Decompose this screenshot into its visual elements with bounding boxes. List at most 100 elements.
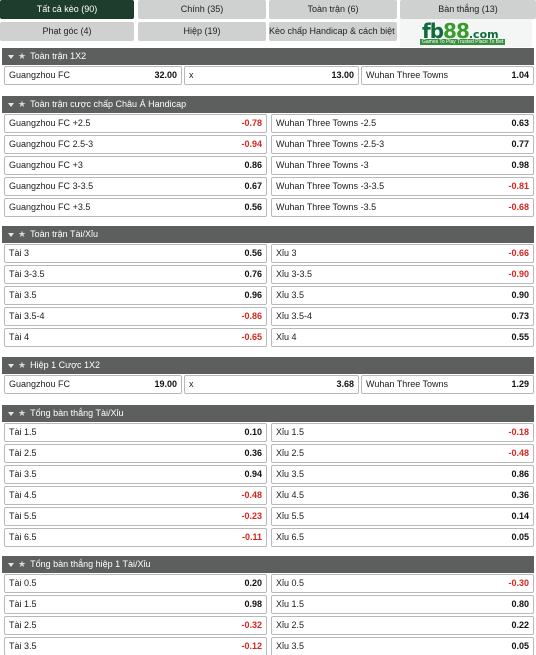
odds-cell[interactable]: Tài 3-3.5 0.76 — [4, 265, 267, 284]
star-icon[interactable]: ★ — [18, 408, 27, 418]
caret-down-icon[interactable] — [8, 363, 14, 368]
section-header[interactable]: ★ Tổng bàn thắng Tài/Xỉu — [2, 405, 534, 422]
odds-cell[interactable]: Wuhan Three Towns 1.29 — [361, 375, 534, 394]
odds-cell[interactable]: Tài 3.5 0.94 — [4, 465, 267, 484]
odds-value: 0.98 — [244, 599, 262, 609]
section-header[interactable]: ★ Toàn trận cược chấp Châu Á Handicap — [2, 96, 534, 113]
tab-all-markets[interactable]: Tất cả kèo (90) — [0, 0, 134, 19]
odds-cell[interactable]: x 13.00 — [184, 66, 359, 85]
odds-value: 1.29 — [511, 379, 529, 389]
selection-label: Tài 5.5 — [9, 511, 37, 521]
odds-cell[interactable]: Xỉu 4 0.55 — [271, 328, 534, 347]
odds-value: 0.98 — [511, 160, 529, 170]
odds-cell[interactable]: Xỉu 4.5 0.36 — [271, 486, 534, 505]
odds-row: Tài 1.5 0.98 Xỉu 1.5 0.80 — [2, 594, 534, 615]
odds-cell[interactable]: Xỉu 2.5 -0.48 — [271, 444, 534, 463]
odds-cell[interactable]: Tài 1.5 0.98 — [4, 595, 267, 614]
selection-label: Wuhan Three Towns — [366, 70, 449, 80]
handicap-line: 2.5 — [24, 448, 37, 458]
odds-cell[interactable]: Guangzhou FC +3.5 0.56 — [4, 198, 267, 217]
selection-label: Tài 2.5 — [9, 620, 37, 630]
odds-cell[interactable]: Tài 3.5 0.96 — [4, 286, 267, 305]
handicap-line: 3-3.5 — [72, 181, 94, 191]
selection-label: Xỉu 1.5 — [276, 427, 305, 437]
odds-cell[interactable]: Xỉu 1.5 0.80 — [271, 595, 534, 614]
odds-cell[interactable]: Tài 0.5 0.20 — [4, 574, 267, 593]
selection-label: Guangzhou FC +3 — [9, 160, 83, 170]
odds-cell[interactable]: Tài 4 -0.65 — [4, 328, 267, 347]
selection-label: Xỉu 1.5 — [276, 599, 305, 609]
caret-down-icon[interactable] — [8, 562, 14, 567]
odds-cell[interactable]: Tài 2.5 -0.32 — [4, 616, 267, 635]
odds-cell[interactable]: Tài 6.5 -0.11 — [4, 528, 267, 547]
handicap-line: 5.5 — [291, 511, 305, 521]
fb88-logo[interactable]: fb88.com Games To Play Trusted Place To … — [400, 19, 532, 47]
odds-cell[interactable]: Xỉu 2.5 0.22 — [271, 616, 534, 635]
handicap-line: 4 — [291, 332, 297, 342]
odds-cell[interactable]: Tài 3.5-4 -0.86 — [4, 307, 267, 326]
odds-cell[interactable]: Xỉu 6.5 0.05 — [271, 528, 534, 547]
odds-cell[interactable]: x 3.68 — [184, 375, 359, 394]
odds-value: -0.32 — [241, 620, 262, 630]
odds-row: Guangzhou FC 3-3.5 0.67 Wuhan Three Towns … — [2, 176, 534, 197]
odds-cell[interactable]: Guangzhou FC 3-3.5 0.67 — [4, 177, 267, 196]
odds-value: -0.86 — [241, 311, 262, 321]
star-icon[interactable]: ★ — [18, 229, 27, 239]
star-icon[interactable]: ★ — [18, 51, 27, 61]
selection-label: Tài 3.5 — [9, 469, 37, 479]
handicap-line: 1.5 — [24, 599, 37, 609]
odds-value: 0.67 — [244, 181, 262, 191]
odds-cell[interactable]: Wuhan Three Towns 1.04 — [361, 66, 534, 85]
odds-cell[interactable]: Guangzhou FC 32.00 — [4, 66, 182, 85]
handicap-line: -3 — [360, 160, 369, 170]
odds-cell[interactable]: Xỉu 0.5 -0.30 — [271, 574, 534, 593]
odds-cell[interactable]: Wuhan Three Towns -3.5 -0.68 — [271, 198, 534, 217]
handicap-line: 2.5 — [291, 448, 305, 458]
odds-cell[interactable]: Tài 3 0.56 — [4, 244, 267, 263]
odds-cell[interactable]: Tài 1.5 0.10 — [4, 423, 267, 442]
section-header[interactable]: ★ Hiệp 1 Cược 1X2 — [2, 357, 534, 374]
odds-cell[interactable]: Tài 4.5 -0.48 — [4, 486, 267, 505]
star-icon[interactable]: ★ — [18, 559, 27, 569]
star-icon[interactable]: ★ — [18, 99, 27, 109]
odds-value: 0.77 — [511, 139, 529, 149]
odds-cell[interactable]: Tài 3.5 -0.12 — [4, 637, 267, 655]
odds-cell[interactable]: Wuhan Three Towns -3 0.98 — [271, 156, 534, 175]
odds-cell[interactable]: Guangzhou FC 2.5-3 -0.94 — [4, 135, 267, 154]
odds-cell[interactable]: Wuhan Three Towns -3-3.5 -0.81 — [271, 177, 534, 196]
tab-main[interactable]: Chính (35) — [138, 0, 266, 19]
section-header[interactable]: ★ Toàn trận 1X2 — [2, 48, 534, 65]
odds-cell[interactable]: Guangzhou FC +2.5 -0.78 — [4, 114, 267, 133]
handicap-line: 3.5 — [24, 290, 37, 300]
odds-cell[interactable]: Xỉu 3.5 0.05 — [271, 637, 534, 655]
odds-cell[interactable]: Guangzhou FC +3 0.86 — [4, 156, 267, 175]
odds-cell[interactable]: Guangzhou FC 19.00 — [4, 375, 182, 394]
tab-halves[interactable]: Hiệp (19) — [138, 22, 266, 41]
odds-cell[interactable]: Xỉu 3 -0.66 — [271, 244, 534, 263]
star-icon[interactable]: ★ — [18, 360, 27, 370]
odds-cell[interactable]: Xỉu 3-3.5 -0.90 — [271, 265, 534, 284]
tab-corners[interactable]: Phạt góc (4) — [0, 22, 134, 41]
odds-cell[interactable]: Xỉu 5.5 0.14 — [271, 507, 534, 526]
odds-cell[interactable]: Xỉu 3.5-4 0.73 — [271, 307, 534, 326]
odds-cell[interactable]: Wuhan Three Towns -2.5-3 0.77 — [271, 135, 534, 154]
odds-value: 0.05 — [511, 641, 529, 651]
tab-full-time[interactable]: Toàn trận (6) — [269, 0, 397, 19]
odds-cell[interactable]: Xỉu 3.5 0.90 — [271, 286, 534, 305]
odds-cell[interactable]: Xỉu 3.5 0.86 — [271, 465, 534, 484]
caret-down-icon[interactable] — [8, 102, 14, 107]
odds-cell[interactable]: Wuhan Three Towns -2.5 0.63 — [271, 114, 534, 133]
odds-cell[interactable]: Xỉu 1.5 -0.18 — [271, 423, 534, 442]
odds-value: 0.56 — [244, 202, 262, 212]
tab-goals[interactable]: Bàn thắng (13) — [400, 0, 536, 19]
odds-value: -0.48 — [508, 448, 529, 458]
section-header[interactable]: ★ Tổng bàn thắng hiệp 1 Tài/Xỉu — [2, 556, 534, 573]
odds-cell[interactable]: Tài 5.5 -0.23 — [4, 507, 267, 526]
caret-down-icon[interactable] — [8, 54, 14, 59]
caret-down-icon[interactable] — [8, 411, 14, 416]
caret-down-icon[interactable] — [8, 232, 14, 237]
section-header[interactable]: ★ Toàn trận Tài/Xỉu — [2, 226, 534, 243]
odds-row: Tài 2.5 -0.32 Xỉu 2.5 0.22 — [2, 615, 534, 636]
tab-handicap[interactable]: Kèo chấp Handicap & cách biệt (5) — [269, 22, 397, 41]
odds-cell[interactable]: Tài 2.5 0.36 — [4, 444, 267, 463]
